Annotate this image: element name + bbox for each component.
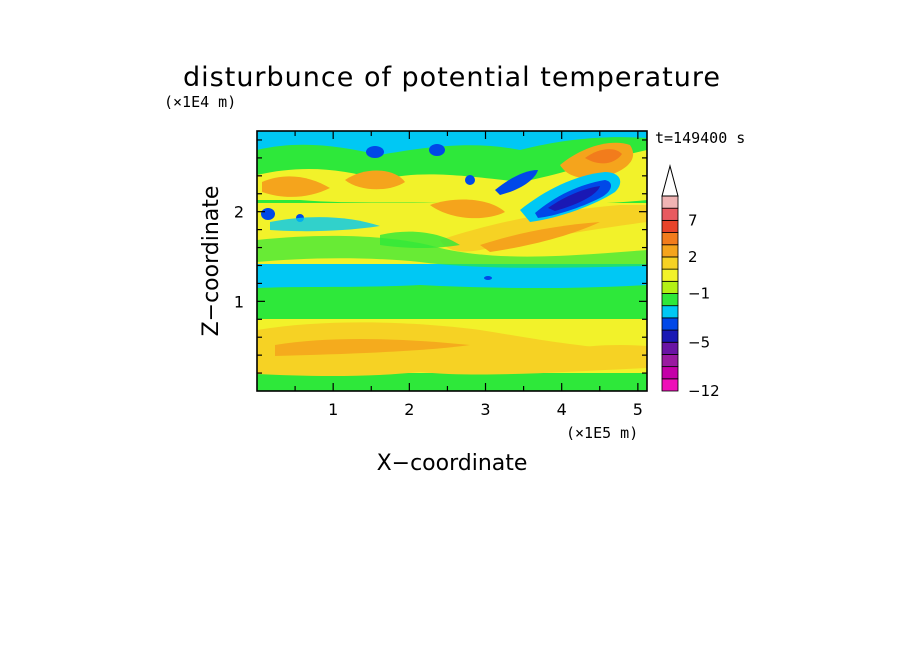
upper-right-warm-core xyxy=(585,149,622,164)
colorbar-swatch xyxy=(661,232,679,246)
x-unit-label: (×1E5 m) xyxy=(566,424,638,442)
colorbar-label: 2 xyxy=(688,248,698,266)
x-tick-label: 3 xyxy=(480,400,490,419)
top-orange-ridge xyxy=(480,222,600,252)
band-low-right-warm xyxy=(560,345,647,366)
y-tick-label: 1 xyxy=(234,292,244,311)
top-cyan-1 xyxy=(257,131,647,155)
plot-area xyxy=(257,131,647,391)
band-mid-cool xyxy=(257,283,647,319)
x-tick-label: 2 xyxy=(404,400,414,419)
band-upper-green-wedge xyxy=(257,235,647,268)
top-orange-3 xyxy=(430,199,505,219)
colorbar-label: −1 xyxy=(688,285,710,303)
colorbar-swatch xyxy=(661,195,679,209)
colorbar-swatch xyxy=(661,354,679,368)
x-tick-label: 4 xyxy=(557,400,567,419)
cold-blob-1 xyxy=(366,146,384,158)
colorbar-swatch xyxy=(661,317,679,331)
y-unit-label: (×1E4 m) xyxy=(164,93,236,111)
colorbar-swatch xyxy=(661,244,679,258)
band-low-warm-core xyxy=(257,322,647,376)
colorbar-swatch xyxy=(661,341,679,355)
chart-title: disturbunce of potential temperature xyxy=(183,62,721,93)
y-tick-labels: 12 xyxy=(234,203,244,312)
colorbar-swatch xyxy=(661,293,679,307)
colorbar-labels: 7 2 −1 −5 −12 xyxy=(688,211,720,400)
colorbar-label: −5 xyxy=(688,333,710,351)
colorbar-swatch xyxy=(661,268,679,282)
colorbar-swatch xyxy=(661,280,679,294)
x-axis-label: X−coordinate xyxy=(377,451,528,476)
y-tick-label: 2 xyxy=(234,203,244,222)
top-orange-2 xyxy=(345,170,405,190)
mid-green-patch xyxy=(380,231,460,249)
plot-frame xyxy=(256,130,648,392)
colorbar-extend-arrow xyxy=(661,164,679,197)
colorbar-swatch xyxy=(661,207,679,221)
x-tick-label: 1 xyxy=(328,400,338,419)
y-ticks xyxy=(257,139,647,374)
colorbar-swatch xyxy=(661,378,679,392)
time-label: t=149400 s xyxy=(655,129,745,147)
colorbar-swatch xyxy=(661,329,679,343)
colorbar-swatch xyxy=(661,219,679,233)
x-tick-label: 5 xyxy=(633,400,643,419)
colorbar-swatch xyxy=(661,305,679,319)
colorbar-swatch xyxy=(661,256,679,270)
x-ticks xyxy=(294,131,639,391)
mid-cyan-patch xyxy=(270,217,380,232)
cold-blob-3 xyxy=(261,208,275,220)
band-low-warm-core2 xyxy=(275,338,470,356)
colorbar-label: 7 xyxy=(688,211,698,229)
colorbar-swatch xyxy=(661,366,679,380)
colorbar-label: −12 xyxy=(688,382,720,400)
cold-blob-4 xyxy=(465,175,475,185)
colorbar xyxy=(661,164,679,392)
cold-streak-1 xyxy=(495,170,538,195)
band-mid-cyan-wave xyxy=(257,260,647,289)
y-axis-label: Z−coordinate xyxy=(199,186,224,337)
top-orange-1 xyxy=(262,176,330,197)
top-yellow-ridge xyxy=(440,205,647,252)
cold-blob-6 xyxy=(484,276,492,280)
x-tick-labels: 1 2 3 4 5 xyxy=(328,400,643,419)
cold-tongue-core xyxy=(548,186,600,211)
cold-blob-2 xyxy=(429,144,445,156)
